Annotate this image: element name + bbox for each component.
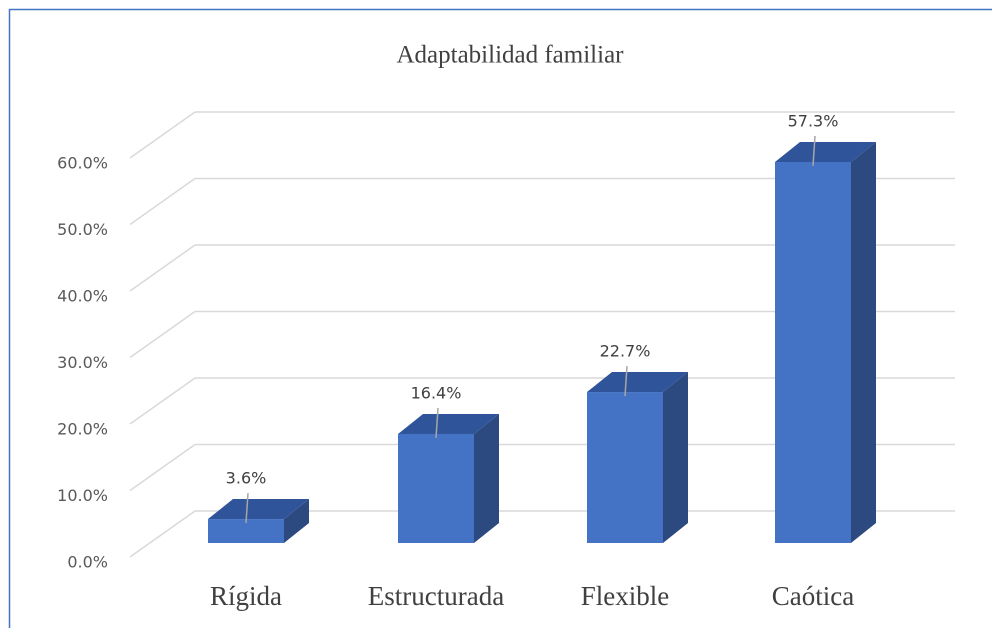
leader-line [245, 493, 249, 524]
leader-line [624, 365, 628, 397]
bar-side [851, 141, 876, 543]
value-label: 22.7% [600, 342, 651, 361]
x-tick-label: Estructurada [368, 581, 504, 611]
y-tick-label: 30.0% [57, 353, 108, 372]
grid-line-side [129, 510, 196, 558]
bar-side [663, 372, 688, 543]
grid-line-side [129, 177, 196, 226]
bar-side [284, 499, 309, 543]
value-label: 16.4% [411, 383, 462, 402]
bar [587, 392, 663, 543]
x-tick-label: Caótica [772, 581, 854, 611]
y-tick-label: 10.0% [57, 486, 108, 505]
grid-line-side [129, 244, 196, 292]
bar [208, 519, 284, 543]
bar-top [775, 141, 876, 162]
grid-line-side [129, 443, 196, 492]
bar [398, 433, 474, 543]
grid-line-side [129, 310, 196, 359]
bar [775, 161, 851, 543]
y-tick-label: 0.0% [67, 553, 108, 572]
leader-line [435, 407, 439, 438]
value-label: 3.6% [226, 469, 267, 488]
grid-line-side [129, 377, 196, 425]
x-tick-label: Rígida [210, 581, 282, 611]
y-tick-label: 50.0% [57, 220, 108, 239]
y-tick-label: 20.0% [57, 420, 108, 439]
leader-line [812, 135, 816, 167]
bar-side [474, 413, 499, 543]
chart-title: Adaptabilidad familiar [396, 42, 624, 69]
bar-top [208, 499, 309, 520]
bar-top [398, 413, 499, 434]
y-tick-label: 40.0% [57, 287, 108, 306]
x-tick-label: Flexible [581, 581, 670, 611]
bar-top [587, 372, 688, 393]
value-label: 57.3% [788, 111, 839, 130]
y-tick-label: 60.0% [57, 154, 108, 173]
grid-line-side [129, 111, 196, 159]
